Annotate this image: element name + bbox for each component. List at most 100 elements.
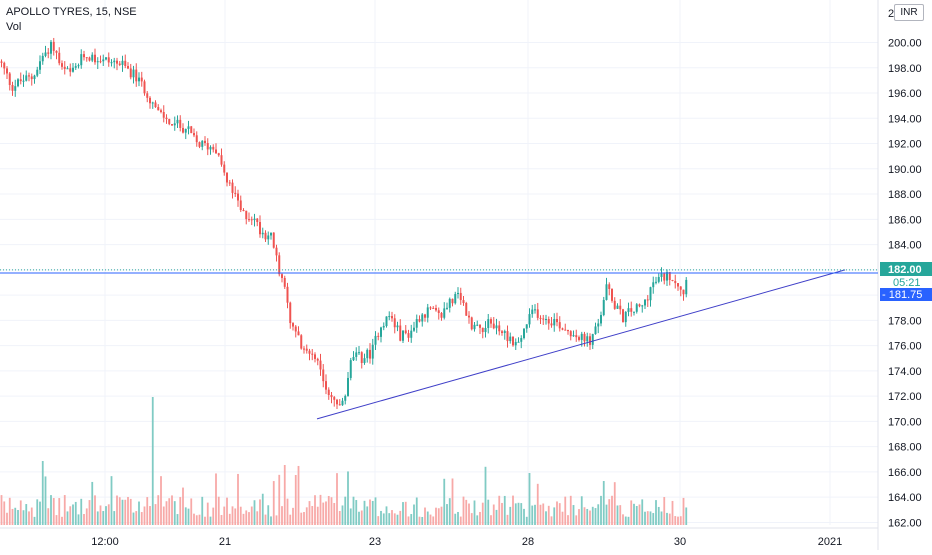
volume-bar (204, 516, 206, 525)
candle-body (190, 126, 193, 134)
candle-body (440, 312, 443, 318)
volume-bar (523, 508, 525, 525)
volume-bar (245, 510, 248, 525)
candle-body (118, 63, 121, 65)
volume-bar (231, 506, 234, 525)
x-tick-label: 2021 (818, 536, 842, 548)
candle-body (652, 282, 655, 288)
volume-bar (468, 503, 470, 525)
volume-bar (382, 513, 385, 525)
candle-body (580, 333, 583, 340)
candle-body (129, 68, 132, 78)
volume-bar (644, 511, 646, 525)
candle-body (311, 353, 314, 355)
volume-bar (476, 515, 479, 525)
volume-bar (135, 511, 138, 525)
volume-bar (63, 495, 66, 525)
volume-bar (371, 500, 374, 525)
y-tick-label: 174.00 (888, 366, 922, 378)
volume-bar (66, 511, 69, 525)
volume-bar (195, 515, 198, 525)
volume-bar (41, 461, 44, 525)
volume-bar (314, 495, 316, 525)
volume-bar (102, 511, 105, 525)
y-tick-label: 186.00 (888, 214, 922, 226)
volume-bar (129, 498, 132, 525)
candle-body (404, 330, 407, 334)
candle-body (393, 318, 396, 328)
candle-body (635, 304, 638, 312)
x-tick-label: 12:00 (91, 536, 119, 548)
candle-body (682, 289, 685, 295)
candle-body (61, 63, 63, 67)
candle-body (523, 328, 525, 339)
volume-bar (360, 510, 363, 525)
candle-body (374, 335, 377, 345)
candle-body (173, 123, 176, 126)
candle-body (671, 279, 674, 281)
candle-body (347, 377, 349, 396)
volume-bar (602, 481, 605, 525)
candle-body (0, 61, 3, 63)
x-tick-label: 23 (369, 536, 381, 548)
candle-body (564, 329, 567, 331)
candle-body (503, 331, 506, 333)
currency-badge[interactable]: INR (894, 4, 924, 21)
volume-bar (198, 514, 201, 525)
volume-bar (91, 481, 94, 525)
volume-bar (591, 506, 594, 525)
candle-body (484, 327, 487, 333)
candle-body (250, 219, 253, 221)
volume-bar (311, 506, 314, 525)
candle-body (146, 93, 149, 98)
volume-bar (149, 506, 151, 525)
candle-body (245, 210, 248, 220)
volume-bar (484, 466, 487, 525)
volume-bar (319, 494, 322, 525)
volume-bar (250, 506, 253, 525)
candle-body (275, 247, 278, 256)
volume-bar (487, 499, 490, 525)
volume-bar (597, 504, 600, 525)
candle-body (506, 331, 509, 342)
candle-body (418, 319, 421, 322)
volume-bar (388, 513, 391, 525)
volume-bar (363, 500, 366, 525)
volume-bar (553, 507, 556, 525)
candle-body (369, 349, 371, 359)
volume-bar (162, 506, 165, 525)
candle-body (66, 68, 69, 70)
x-tick-label: 28 (522, 536, 534, 548)
volume-bar (171, 495, 173, 525)
candle-body (542, 318, 545, 320)
volume-bar (657, 506, 660, 525)
candle-body (303, 348, 305, 350)
candle-body (206, 143, 209, 150)
candle-body (539, 317, 542, 319)
candle-body (314, 354, 316, 359)
candle-body (611, 288, 613, 301)
candle-body (72, 67, 74, 72)
candle-body (470, 317, 473, 330)
y-tick-label: 198.00 (888, 63, 922, 75)
volume-bar (432, 516, 435, 525)
volume-bar (215, 473, 217, 525)
volume-bar (179, 497, 182, 525)
candle-body (327, 389, 330, 396)
candle-body (479, 324, 481, 328)
volume-bar (77, 514, 80, 525)
volume-bar (572, 505, 575, 525)
candle-body (154, 102, 157, 108)
trendline (316, 269, 846, 420)
volume-bar (242, 513, 245, 525)
candle-body (421, 314, 424, 322)
volume-bar (336, 473, 338, 525)
volume-bar (140, 512, 143, 525)
candle-body (74, 66, 77, 68)
candle-body (283, 277, 286, 287)
candle-body (624, 311, 627, 323)
volume-bar (635, 506, 638, 525)
last-price-value: 182.00 (888, 264, 922, 276)
